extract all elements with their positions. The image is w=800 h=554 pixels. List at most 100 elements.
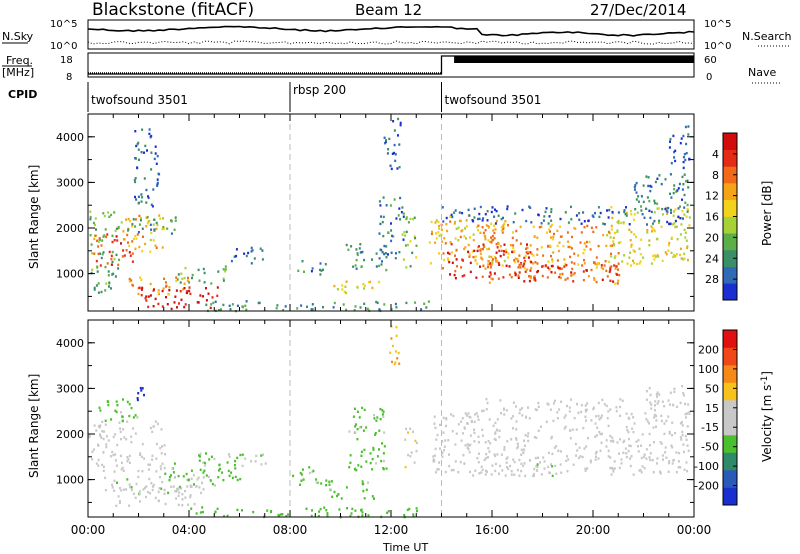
- data-cell: [434, 241, 437, 244]
- velocity-title-sup: -1: [760, 376, 770, 385]
- data-cell: [117, 267, 120, 270]
- data-cell: [610, 206, 613, 209]
- data-cell: [489, 271, 492, 274]
- data-cell: [110, 254, 113, 258]
- data-cell: [383, 244, 386, 248]
- data-cell: [484, 473, 487, 476]
- data-cell: [385, 204, 388, 207]
- data-cell: [591, 214, 594, 217]
- data-cell: [613, 256, 616, 259]
- data-cell: [635, 440, 638, 443]
- data-cell: [326, 514, 329, 517]
- data-cell: [569, 255, 572, 259]
- data-cell: [155, 162, 158, 165]
- data-cell: [536, 463, 539, 466]
- data-cell: [677, 207, 680, 210]
- colorbar-swatch: [723, 470, 737, 488]
- data-cell: [301, 260, 304, 263]
- data-cell: [358, 247, 361, 250]
- data-cell: [667, 206, 670, 210]
- data-cell: [477, 441, 480, 444]
- data-cell: [570, 247, 573, 250]
- data-cell: [590, 419, 593, 422]
- data-cell: [489, 266, 492, 269]
- data-cell: [667, 249, 670, 252]
- data-cell: [112, 272, 115, 275]
- data-cell: [128, 251, 131, 254]
- data-cell: [356, 252, 359, 255]
- data-cell: [244, 304, 247, 307]
- data-cell: [458, 219, 461, 223]
- data-cell: [128, 403, 131, 406]
- data-cell: [381, 442, 383, 445]
- data-cell: [438, 252, 441, 255]
- data-cell: [647, 184, 650, 188]
- nsearch-label: N.Search: [742, 30, 792, 43]
- data-cell: [660, 182, 663, 186]
- data-cell: [582, 252, 585, 255]
- data-cell: [196, 301, 199, 304]
- data-cell: [587, 275, 590, 278]
- data-cell: [113, 211, 116, 214]
- data-cell: [632, 249, 635, 252]
- data-cell: [122, 488, 125, 491]
- data-cell: [342, 303, 345, 306]
- data-cell: [677, 460, 680, 463]
- data-cell: [448, 453, 450, 456]
- data-cell: [668, 146, 671, 149]
- data-cell: [674, 219, 677, 223]
- data-cell: [624, 212, 627, 216]
- data-cell: [476, 262, 479, 265]
- data-cell: [635, 181, 638, 185]
- data-cell: [532, 262, 535, 265]
- data-cell: [137, 141, 140, 145]
- data-cell: [300, 473, 303, 476]
- data-cell: [145, 201, 148, 204]
- data-cell: [569, 429, 571, 432]
- data-cell: [144, 486, 146, 490]
- data-cell: [687, 449, 690, 452]
- colorbar-swatch: [723, 133, 737, 150]
- data-cell: [530, 221, 533, 224]
- data-cell: [673, 187, 676, 191]
- data-cell: [494, 222, 497, 225]
- data-cell: [523, 260, 526, 264]
- data-cell: [535, 408, 538, 412]
- data-cell: [567, 221, 570, 224]
- data-cell: [450, 413, 453, 416]
- data-cell: [145, 495, 147, 499]
- data-cell: [595, 434, 598, 437]
- data-cell: [550, 463, 552, 466]
- data-cell: [586, 402, 589, 405]
- data-cell: [177, 503, 180, 507]
- data-cell: [236, 304, 239, 307]
- data-cell: [639, 253, 642, 256]
- colorbar-swatch: [723, 149, 737, 167]
- data-cell: [110, 263, 113, 266]
- data-cell: [125, 249, 128, 252]
- data-cell: [192, 474, 195, 477]
- data-cell: [111, 483, 114, 487]
- data-cell: [441, 206, 444, 209]
- data-cell: [181, 504, 184, 507]
- data-cell: [439, 423, 441, 427]
- data-cell: [623, 210, 626, 214]
- data-cell: [664, 451, 667, 454]
- data-cell: [676, 189, 679, 192]
- data-cell: [245, 254, 248, 258]
- data-cell: [319, 273, 322, 276]
- data-cell: [518, 263, 521, 267]
- data-cell: [257, 301, 260, 305]
- data-cell: [449, 273, 451, 276]
- data-cell: [359, 251, 362, 254]
- data-cell: [671, 462, 674, 465]
- data-cell: [264, 462, 267, 465]
- data-cell: [138, 493, 141, 496]
- data-cell: [495, 429, 498, 432]
- data-cell: [352, 415, 355, 418]
- data-cell: [523, 448, 526, 451]
- data-cell: [583, 242, 586, 245]
- data-cell: [231, 476, 234, 480]
- velocity-title-end: ]: [760, 371, 774, 376]
- data-cell: [137, 148, 140, 151]
